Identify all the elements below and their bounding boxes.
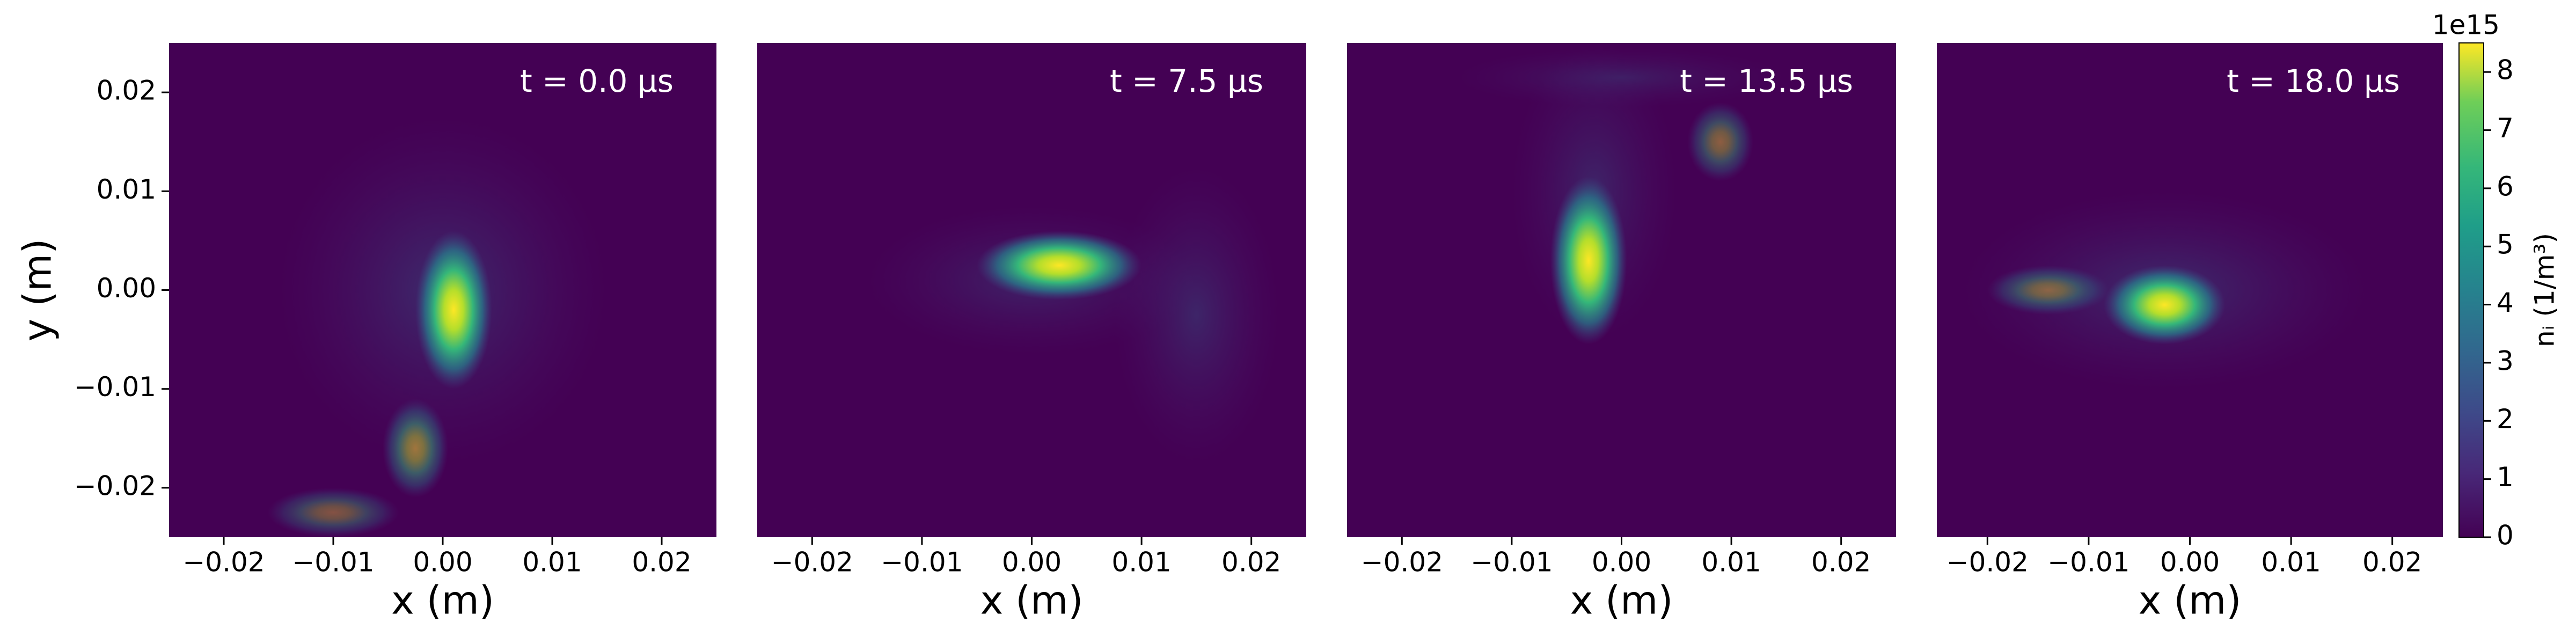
x-axis-label: x (m) [2139, 578, 2242, 623]
colorbar-tick-label: 7 [2497, 113, 2514, 144]
colorbar-tick-label: 6 [2497, 171, 2514, 202]
colorbar-tick-label: 5 [2497, 229, 2514, 260]
x-tick-label: −0.02 [771, 547, 853, 578]
density-region [1687, 102, 1754, 181]
density-region [1114, 166, 1279, 463]
density-region [267, 487, 399, 537]
x-tick-label: 0.02 [2362, 547, 2422, 578]
density-region [977, 230, 1142, 300]
density-region [1550, 176, 1627, 345]
x-tick-label: 0.02 [1811, 547, 1871, 578]
density-region [415, 230, 492, 389]
x-tick-label: 0.02 [1221, 547, 1281, 578]
x-tick-label: −0.02 [1361, 547, 1443, 578]
density-region [2104, 265, 2226, 345]
x-tick-label: −0.01 [1470, 547, 1553, 578]
x-tick-label: −0.01 [292, 547, 374, 578]
y-tick-label: −0.02 [74, 470, 156, 501]
y-axis-label: y (m) [15, 239, 60, 342]
y-tick-label: −0.01 [74, 371, 156, 402]
x-tick-label: 0.00 [1002, 547, 1062, 578]
x-tick-label: 0.00 [2160, 547, 2220, 578]
x-axis-label: x (m) [980, 578, 1084, 623]
x-tick-label: 0.01 [522, 547, 582, 578]
panel-title: t = 0.0 μs [520, 63, 674, 99]
colorbar-tick-label: 8 [2497, 55, 2514, 86]
x-axis-label: x (m) [1570, 578, 1673, 623]
panel-title: t = 13.5 μs [1680, 63, 1853, 99]
colorbar-label: nᵢ (1/m³) [2529, 233, 2560, 347]
colorbar-tick-label: 4 [2497, 287, 2514, 318]
x-tick-label: 0.02 [632, 547, 691, 578]
x-tick-label: 0.01 [2261, 547, 2321, 578]
x-tick-label: −0.01 [2047, 547, 2129, 578]
y-tick-label: 0.02 [97, 75, 156, 106]
colorbar-tick-label: 0 [2497, 520, 2514, 551]
x-tick-label: 0.01 [1111, 547, 1171, 578]
density-region [1987, 265, 2109, 315]
x-tick-label: 0.00 [1592, 547, 1651, 578]
x-tick-label: 0.01 [1701, 547, 1761, 578]
density-region [382, 399, 449, 498]
colorbar-tick-label: 1 [2497, 462, 2514, 493]
x-tick-label: 0.00 [413, 547, 472, 578]
colorbar-tick-label: 2 [2497, 404, 2514, 435]
colorbar-offset: 1e15 [2432, 10, 2500, 41]
colorbar-tick-label: 3 [2497, 345, 2514, 376]
x-axis-label: x (m) [391, 578, 494, 623]
x-tick-label: −0.02 [1946, 547, 2029, 578]
y-tick-label: 0.01 [97, 174, 156, 205]
y-tick-label: 0.00 [97, 273, 156, 304]
x-tick-label: −0.01 [881, 547, 963, 578]
x-tick-label: −0.02 [182, 547, 265, 578]
panel-title: t = 7.5 μs [1110, 63, 1263, 99]
colorbar [2458, 42, 2484, 538]
panel-title: t = 18.0 μs [2227, 63, 2400, 99]
